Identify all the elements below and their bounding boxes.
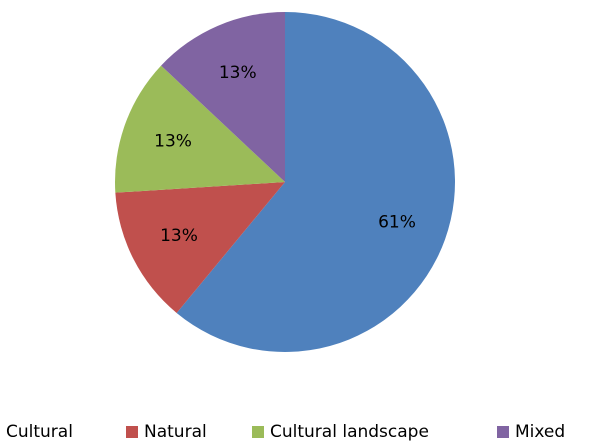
- legend-marker: [126, 426, 138, 438]
- legend-label: Cultural: [6, 422, 73, 442]
- legend-label: Mixed: [515, 422, 565, 442]
- legend-label: Cultural landscape: [270, 422, 429, 442]
- data-label: 13%: [219, 63, 257, 83]
- data-label: 13%: [154, 132, 192, 152]
- pie-slice: [161, 12, 285, 182]
- legend-marker: [497, 426, 509, 438]
- legend-label: Natural: [144, 422, 207, 442]
- pie-slice: [176, 12, 456, 352]
- pie-slice: [115, 65, 285, 193]
- legend-marker: [252, 426, 264, 438]
- data-label: 13%: [160, 226, 198, 246]
- pie-slice: [115, 182, 286, 313]
- data-label: 61%: [378, 212, 416, 232]
